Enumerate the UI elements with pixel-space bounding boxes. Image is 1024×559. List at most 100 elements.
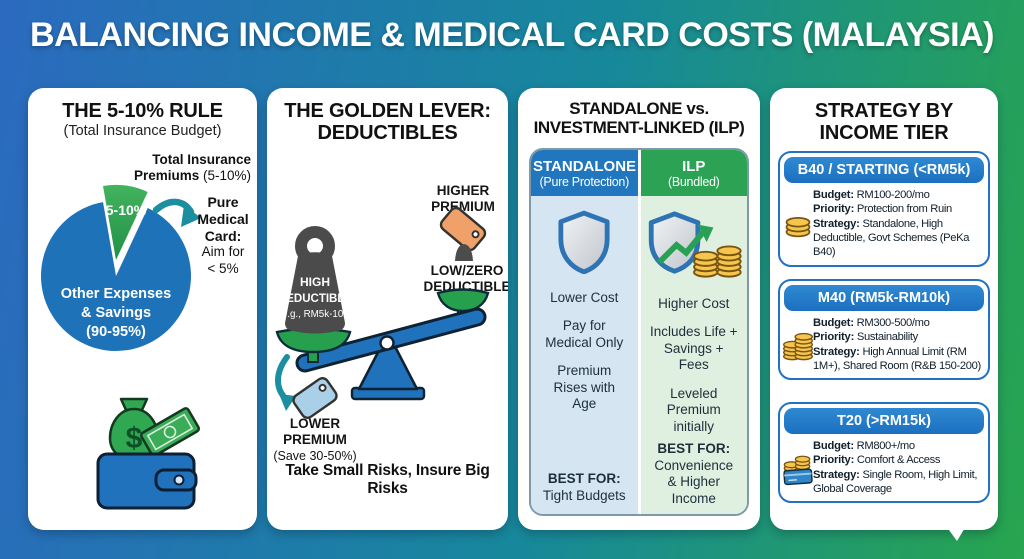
tier-m40-header: M40 (RM5k-RM10k) bbox=[784, 285, 984, 311]
standalone-best-for: BEST FOR: Tight Budgets bbox=[543, 471, 626, 504]
callout-line1: Aim for bbox=[201, 244, 245, 260]
pie-main-label-3: (90-95%) bbox=[86, 324, 146, 340]
coin-stacks bbox=[692, 245, 742, 278]
down-arrow bbox=[275, 354, 290, 403]
standalone-header-label: STANDALONE bbox=[533, 158, 637, 175]
wallet-money-illustration: $ bbox=[96, 397, 201, 510]
lower-premium-label-3: (Save 30-50%) bbox=[273, 449, 356, 463]
ilp-row-1: Higher Cost bbox=[658, 296, 730, 311]
beam bbox=[295, 307, 487, 373]
blue-price-tag-icon bbox=[292, 377, 338, 419]
strategy-heading-2: INCOME TIER bbox=[819, 122, 949, 144]
weight-label-2: DEDUCTIBLE bbox=[278, 293, 352, 305]
tier-m40-text: Budget: RM300-500/mo Priority: Sustainab… bbox=[813, 316, 983, 373]
tier-b40-header: B40 / STARTING (<RM5k) bbox=[784, 157, 984, 183]
lever-heading: THE GOLDEN LEVER: DEDUCTIBLES bbox=[271, 100, 504, 144]
pie-main-label-2: & Savings bbox=[81, 305, 151, 321]
strategy-heading: STRATEGY BY INCOME TIER bbox=[774, 100, 994, 144]
tier-b40-budget: Budget: RM100-200/mo bbox=[813, 189, 930, 201]
coins-medium-icon bbox=[783, 323, 813, 367]
lever-footer-motto: Take Small Risks, Insure Big Risks bbox=[285, 462, 490, 497]
svg-text:$: $ bbox=[126, 422, 143, 455]
ilp-header-label: ILP bbox=[682, 158, 706, 175]
annotation-line2-bold: Premiums bbox=[133, 167, 200, 183]
panel-5-10-rule: THE 5-10% RULE (Total Insurance Budget) … bbox=[28, 88, 257, 530]
tier-b40-strategy: Strategy: Standalone, High Deductible, G… bbox=[813, 217, 970, 259]
premiums-annotation: Total Insurance Premiums (5-10%) bbox=[134, 152, 251, 184]
wallet-icon bbox=[96, 452, 198, 510]
arrowhead bbox=[181, 205, 201, 227]
page-title: BALANCING INCOME & MEDICAL CARD COSTS (M… bbox=[30, 16, 994, 54]
shield-growth-coins-icon bbox=[648, 211, 742, 278]
lever-heading-2: DEDUCTIBLES bbox=[317, 122, 458, 144]
panel-strategy-by-income: STRATEGY BY INCOME TIER B40 / STARTING (… bbox=[770, 88, 998, 530]
credit-card-icon bbox=[783, 468, 813, 485]
tier-m40-strategy: Strategy: High Annual Limit (RM 1M+), Sh… bbox=[813, 345, 981, 372]
standalone-row-1: Lower Cost bbox=[550, 290, 619, 305]
standalone-column: STANDALONE (Pure Protection) Lower Cost … bbox=[531, 150, 641, 514]
annotation-line1: Total Insurance bbox=[152, 152, 251, 167]
compare-heading: STANDALONE vs. INVESTMENT-LINKED (ILP) bbox=[522, 99, 756, 137]
annotation-line2-rest: (5-10%) bbox=[199, 167, 251, 183]
shield-icon bbox=[558, 210, 610, 274]
tier-b40-body: Budget: RM100-200/mo Priority: Protectio… bbox=[780, 187, 988, 265]
lower-premium-label-1: LOWER bbox=[290, 416, 340, 431]
orange-price-tag-icon bbox=[439, 206, 487, 252]
callout-line2: < 5% bbox=[207, 260, 239, 276]
standalone-column-header: STANDALONE (Pure Protection) bbox=[531, 150, 638, 196]
tier-t20-priority: Priority: Comfort & Access bbox=[813, 454, 941, 467]
coins-card-icon bbox=[783, 445, 813, 491]
tier-b40-text: Budget: RM100-200/mo Priority: Protectio… bbox=[813, 188, 983, 260]
comparison-table: STANDALONE (Pure Protection) Lower Cost … bbox=[529, 148, 749, 516]
tier-m40-priority: Priority: Sustainability bbox=[813, 331, 918, 344]
lower-premium-label-2: PREMIUM bbox=[283, 432, 347, 447]
ilp-best-for: BEST FOR: Convenience & Higher Income bbox=[650, 441, 739, 507]
tier-m40-budget: Budget: RM300-500/mo bbox=[813, 317, 930, 329]
coins-small-icon bbox=[783, 208, 813, 240]
higher-premium-label-2: PREMIUM bbox=[431, 199, 495, 214]
down-arrowhead bbox=[279, 394, 296, 411]
left-pan bbox=[275, 327, 352, 363]
standalone-subheader-label: (Pure Protection) bbox=[539, 175, 630, 189]
tier-b40-priority: Priority: Protection from Ruin bbox=[813, 203, 952, 216]
weight-label-1: HIGH bbox=[300, 275, 330, 289]
ilp-best-value: Convenience & Higher Income bbox=[654, 457, 734, 506]
pie-main-label-1: Other Expenses bbox=[61, 286, 171, 302]
seesaw-illustration: HIGHER PREMIUM LOW/ZERO DEDUCTIBLE bbox=[273, 183, 508, 463]
banknote-icon bbox=[139, 407, 201, 457]
fulcrum bbox=[350, 331, 426, 401]
panel-golden-lever: THE GOLDEN LEVER: DEDUCTIBLES HIGHER PRE… bbox=[267, 88, 508, 530]
pie-slice-label: 5-10% bbox=[106, 202, 147, 218]
tier-card-t20: T20 (>RM15k) bbox=[778, 402, 990, 504]
growth-arrow bbox=[656, 224, 714, 265]
small-weight-icon bbox=[455, 244, 473, 261]
pie-slice-premiums bbox=[103, 184, 148, 260]
tier-t20-strategy: Strategy: Single Room, High Limit, Globa… bbox=[813, 468, 978, 495]
tier-t20-text: Budget: RM800+/mo Priority: Comfort & Ac… bbox=[813, 439, 983, 496]
pie-slice-other-expenses bbox=[40, 202, 191, 351]
standalone-best-label: BEST FOR: bbox=[547, 471, 621, 487]
pure-medical-callout: Pure Medical Card: Aim for < 5% bbox=[192, 194, 254, 277]
ilp-column: ILP (Bundled) bbox=[640, 150, 747, 514]
tier-t20-budget: Budget: RM800+/mo bbox=[813, 440, 915, 452]
higher-premium-label-1: HIGHER bbox=[437, 183, 490, 198]
ilp-row-2: Includes Life + Savings + Fees bbox=[650, 324, 738, 373]
ilp-column-header: ILP (Bundled) bbox=[640, 150, 747, 196]
tier-card-m40: M40 (RM5k-RM10k) Budget: RM300-500/mo Pr… bbox=[778, 279, 990, 381]
pivot-pin bbox=[379, 335, 395, 351]
pie-chart: 5-10% Other Expenses & Savings (90-95%) bbox=[40, 184, 201, 351]
standalone-best-value: Tight Budgets bbox=[542, 487, 626, 503]
strategy-heading-1: STRATEGY BY bbox=[814, 100, 954, 122]
callout-bold: Pure Medical Card: bbox=[197, 194, 249, 244]
rule-subheading: (Total Insurance Budget) bbox=[63, 123, 222, 139]
tier-t20-header: T20 (>RM15k) bbox=[784, 408, 984, 434]
panel-tail-decoration bbox=[946, 526, 966, 541]
standalone-row-3: Premium Rises with Age bbox=[553, 363, 615, 412]
ilp-row-3: Leveled Premium initially bbox=[666, 385, 721, 434]
rule-heading: THE 5-10% RULE bbox=[62, 100, 223, 122]
tier-card-b40: B40 / STARTING (<RM5k) Budget: RM100-200… bbox=[778, 151, 990, 267]
tier-t20-body: Budget: RM800+/mo Priority: Comfort & Ac… bbox=[780, 438, 988, 501]
ilp-column-body: Higher Cost Includes Life + Savings + Fe… bbox=[640, 196, 747, 514]
ilp-best-label: BEST FOR: bbox=[657, 441, 731, 457]
